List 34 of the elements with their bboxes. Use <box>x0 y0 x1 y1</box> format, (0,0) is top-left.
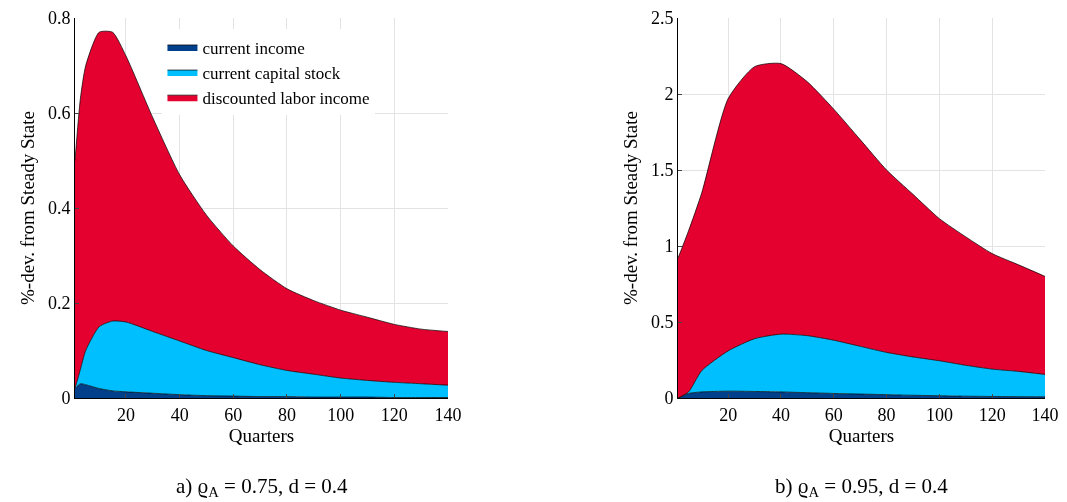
x-tick-label: 40 <box>771 404 790 425</box>
y-tick-label: 0.4 <box>47 198 71 219</box>
y-tick-label: 1.5 <box>650 160 674 181</box>
x-tick-label: 60 <box>224 404 243 425</box>
y-tick-label: 0.2 <box>47 293 71 314</box>
text: b) ϱ$_{A}$ = 0.95, d = 0.4 <box>775 474 949 501</box>
x-tick-label: 140 <box>1031 404 1059 425</box>
y-tick-label: 2 <box>664 84 674 105</box>
y-tick-label: 1 <box>664 236 674 257</box>
x-tick-label: 140 <box>434 404 462 425</box>
x-axis-title: Quarters <box>828 424 895 446</box>
y-tick-label: 0.8 <box>47 8 71 29</box>
y-tick-label: 0.6 <box>47 103 71 124</box>
x-tick-label: 60 <box>824 404 843 425</box>
x-tick-label: 100 <box>327 404 355 425</box>
x-tick-label: 40 <box>170 404 189 425</box>
legend-label: current capital stock <box>202 63 341 83</box>
y-tick-label: 0 <box>61 388 71 409</box>
x-tick-label: 100 <box>925 404 953 425</box>
y-tick-label: 0.5 <box>650 312 674 333</box>
legend-label: discounted labor income <box>202 88 370 108</box>
y-axis-title: %-dev. from Steady State <box>16 111 38 305</box>
x-tick-label: 20 <box>116 404 135 425</box>
legend-label: current income <box>202 38 305 58</box>
x-tick-label: 80 <box>277 404 296 425</box>
x-tick-label: 120 <box>380 404 408 425</box>
x-tick-label: 20 <box>719 404 738 425</box>
x-tick-label: 120 <box>978 404 1006 425</box>
y-axis-title: %-dev. from Steady State <box>619 111 641 305</box>
x-tick-label: 80 <box>877 404 896 425</box>
y-tick-label: 2.5 <box>650 8 674 29</box>
text: a) ϱ$_{A}$ = 0.75, d = 0.4 <box>176 474 349 501</box>
x-axis-title: Quarters <box>228 424 295 446</box>
y-tick-label: 0 <box>664 388 674 409</box>
